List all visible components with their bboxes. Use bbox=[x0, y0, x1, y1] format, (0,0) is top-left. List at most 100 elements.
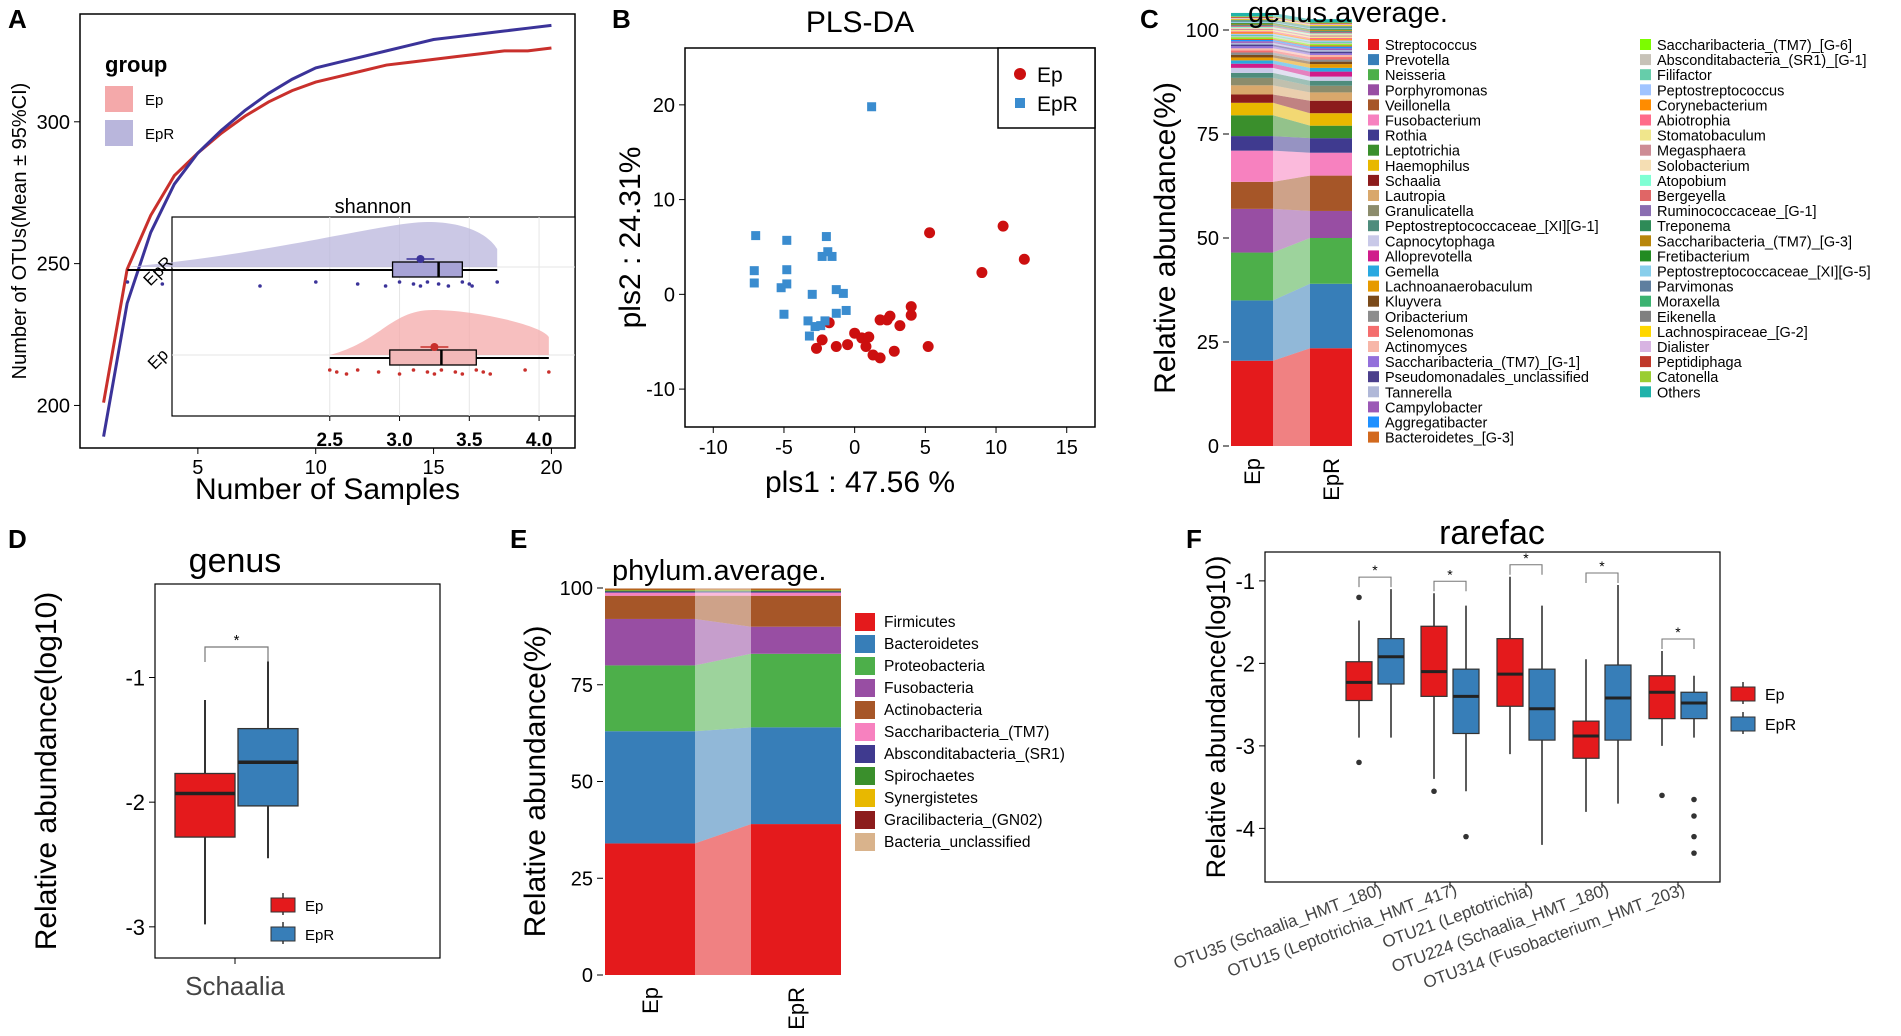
stack-segment-ep bbox=[1231, 41, 1273, 43]
stack-segment-ep bbox=[1231, 16, 1273, 18]
stack-connector bbox=[1273, 283, 1310, 361]
x-tick-label: 0 bbox=[849, 437, 860, 459]
scatter-point-ep bbox=[860, 340, 872, 352]
legend-swatch bbox=[1368, 159, 1379, 171]
raw-point bbox=[425, 370, 430, 374]
x-tick-label: 15 bbox=[1056, 437, 1078, 459]
stack-connector bbox=[1273, 60, 1310, 72]
y-tick-label: -1 bbox=[125, 666, 145, 691]
stack-segment-epr bbox=[1310, 39, 1352, 41]
scatter-point-epr bbox=[782, 265, 792, 275]
panel-letter: B bbox=[612, 4, 631, 34]
stack-segment-ep bbox=[1231, 24, 1273, 26]
scatter-point-epr bbox=[749, 278, 759, 288]
stack-segment-epr bbox=[1310, 22, 1352, 24]
stack-connector bbox=[695, 824, 751, 975]
legend-swatch bbox=[1368, 401, 1379, 413]
stack-segment-ep bbox=[1231, 27, 1273, 28]
inset-x-tick-label: 2.5 bbox=[317, 430, 344, 451]
legend-label: Stomatobaculum bbox=[1657, 129, 1766, 145]
box-outlier bbox=[1463, 833, 1469, 840]
raw-point bbox=[439, 368, 444, 372]
legend-swatch bbox=[1640, 205, 1651, 217]
legend-swatch bbox=[1640, 265, 1651, 277]
stack-connector bbox=[1273, 63, 1310, 77]
box-outlier bbox=[1356, 759, 1362, 766]
scatter-point-ep bbox=[874, 314, 886, 326]
legend-swatch bbox=[1640, 280, 1651, 292]
scatter-point-epr bbox=[831, 308, 841, 318]
stack-connector bbox=[1273, 22, 1310, 30]
legend-swatch bbox=[1368, 416, 1379, 428]
raw-point bbox=[411, 368, 416, 372]
legend-swatch bbox=[855, 789, 875, 807]
stack-segment-epr bbox=[751, 595, 841, 627]
stack-segment-epr bbox=[1310, 46, 1352, 49]
scatter-point-ep bbox=[830, 340, 842, 352]
box-body-epr bbox=[1377, 638, 1405, 685]
legend-swatch bbox=[1368, 341, 1379, 352]
legend-swatch bbox=[1640, 54, 1651, 66]
legend-label: Peptostreptococcaceae_[XI][G-1] bbox=[1385, 219, 1599, 235]
legend-label: Veillonella bbox=[1385, 98, 1451, 114]
box-outlier bbox=[1431, 788, 1437, 795]
stack-connector bbox=[1273, 38, 1310, 47]
stack-connector bbox=[695, 618, 751, 666]
raw-point bbox=[436, 282, 441, 286]
legend-label: EpR bbox=[305, 927, 334, 944]
legend-label: Others bbox=[1657, 385, 1701, 401]
legend-label: Saccharibacteria_(TM7)_[G-1] bbox=[1385, 355, 1580, 371]
scatter-point-ep bbox=[810, 342, 822, 354]
legend-swatch bbox=[1368, 220, 1379, 232]
chart-title: rarefac bbox=[1439, 514, 1545, 552]
stack-segment-ep bbox=[1231, 28, 1273, 30]
legend-label: Bacteria_unclassified bbox=[884, 834, 1030, 851]
legend-swatch bbox=[1368, 356, 1379, 368]
stack-segment-ep bbox=[1231, 181, 1273, 209]
chart-title: PLS-DA bbox=[806, 6, 914, 39]
raw-point bbox=[411, 282, 416, 286]
stack-connector bbox=[1273, 77, 1310, 93]
legend-swatch bbox=[1640, 356, 1651, 368]
scatter-point-epr bbox=[751, 231, 761, 241]
stack-connector bbox=[695, 592, 751, 596]
y-tick-label: 75 bbox=[571, 675, 593, 697]
stack-connector bbox=[1273, 52, 1310, 62]
y-axis-label: Relative abundance(%) bbox=[519, 626, 552, 938]
stack-segment-ep bbox=[605, 843, 695, 975]
stack-segment-ep bbox=[1231, 42, 1273, 45]
legend-swatch bbox=[1368, 174, 1379, 186]
stack-segment-epr bbox=[1310, 175, 1352, 211]
y-axis-label: Relative abundance(%) bbox=[1149, 82, 1182, 394]
stack-segment-ep bbox=[605, 618, 695, 666]
legend-label: Filifactor bbox=[1657, 68, 1712, 84]
stack-segment-ep bbox=[1231, 33, 1273, 35]
legend-swatch bbox=[270, 897, 296, 913]
stack-connector bbox=[1273, 28, 1310, 37]
stack-connector bbox=[1273, 27, 1310, 36]
significance-marker: * bbox=[1372, 562, 1378, 578]
stack-connector bbox=[1273, 115, 1310, 139]
y-tick-label: 25 bbox=[1197, 332, 1219, 354]
x-tick-label: 10 bbox=[305, 457, 327, 479]
mean-point bbox=[416, 255, 425, 263]
legend-swatch bbox=[1368, 54, 1379, 66]
stack-connector bbox=[1273, 57, 1310, 68]
legend-label: Oribacterium bbox=[1385, 310, 1468, 326]
scatter-point-epr bbox=[817, 251, 827, 261]
legend-swatch bbox=[1640, 159, 1651, 171]
legend-label: Rothia bbox=[1385, 129, 1428, 145]
stack-segment-ep bbox=[1231, 77, 1273, 86]
stack-segment-ep bbox=[1231, 17, 1273, 18]
stack-segment-ep bbox=[1231, 37, 1273, 39]
box-body-epr bbox=[237, 727, 299, 807]
legend-marker bbox=[1015, 98, 1025, 108]
legend-label: Moraxella bbox=[1657, 295, 1721, 311]
y-axis-label: pls2 : 24.31% bbox=[614, 147, 647, 329]
stack-segment-epr bbox=[1310, 23, 1352, 25]
scatter-point-ep bbox=[1018, 253, 1030, 265]
legend-label: Saccharibacteria_(TM7)_[G-6] bbox=[1657, 38, 1852, 54]
stack-connector bbox=[695, 727, 751, 844]
legend-swatch bbox=[855, 811, 875, 829]
scatter-point-epr bbox=[776, 283, 786, 293]
